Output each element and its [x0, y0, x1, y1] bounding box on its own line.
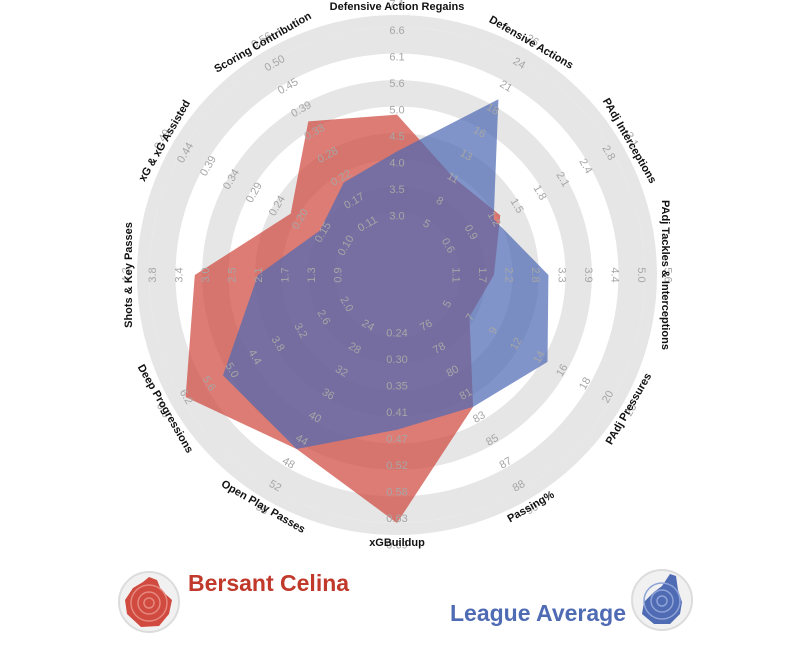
tick-label: 23: [623, 402, 640, 419]
tick-label: 21: [498, 78, 515, 95]
tick-label: 0.41: [386, 407, 407, 419]
tick-label: 18: [577, 375, 594, 392]
radar-outer-ring: [137, 15, 657, 535]
tick-label: 2.2: [503, 267, 515, 282]
tick-label: 3.3: [556, 267, 568, 282]
tick-label: 24: [360, 317, 377, 334]
tick-label: 0.30: [386, 354, 407, 366]
tick-label: 24: [511, 55, 528, 72]
tick-label: 87: [497, 455, 514, 472]
parameter-label: Shots & Key Passes: [123, 222, 135, 328]
tick-label: 36: [320, 386, 337, 403]
radar-series: [185, 99, 549, 523]
tick-label: 85: [484, 432, 501, 449]
tick-label: 4.4: [609, 267, 621, 282]
tick-label: 7.1: [389, 0, 404, 10]
tick-label: 20: [600, 389, 617, 406]
tick-label: 90: [524, 501, 541, 518]
tick-label: 2.1: [253, 267, 265, 282]
tick-label: 81: [458, 386, 475, 403]
average-legend-name: League Average: [450, 600, 626, 626]
average-radar-polygon: [223, 99, 549, 450]
player-legend-name: Bersant Celina: [188, 570, 350, 596]
tick-label: 6.6: [389, 25, 404, 37]
tick-label: 14: [531, 349, 548, 366]
tick-label: 0.9: [332, 267, 344, 282]
tick-label: 83: [471, 409, 488, 426]
tick-label: 4.5: [389, 131, 404, 143]
tick-label: 78: [431, 340, 448, 357]
tick-label: 5.6: [662, 267, 674, 282]
tick-label: 0.52: [386, 460, 407, 472]
tick-label: 0.63: [386, 513, 407, 525]
tick-label: 1.3: [306, 267, 318, 282]
player-legend-icon: [117, 570, 181, 634]
parameter-label: PAdj Tackles & Interceptions: [659, 200, 671, 350]
tick-label: 52: [267, 478, 284, 495]
tick-label: 13: [458, 147, 475, 164]
tick-label: 28: [346, 340, 363, 357]
average-legend-icon: [630, 568, 694, 632]
tick-label: 76: [418, 317, 435, 334]
tick-label: 3.0: [200, 267, 212, 282]
tick-label: 88: [511, 478, 528, 495]
tick-label: 0.58: [386, 486, 407, 498]
tick-label: 8: [434, 195, 445, 208]
tick-label: 3.0: [389, 210, 404, 222]
tick-label: 9: [487, 325, 500, 336]
tick-label: 48: [280, 455, 297, 472]
tick-label: 1.1: [450, 267, 462, 282]
tick-label: 0.47: [386, 433, 407, 445]
tick-label: 3.4: [173, 267, 185, 282]
tick-label: 16: [471, 124, 488, 141]
tick-label: 5: [421, 217, 432, 230]
tick-label: 0.69: [386, 539, 407, 551]
tick-label: 12: [508, 336, 525, 353]
tick-label: 32: [333, 363, 350, 380]
tick-label: 6.1: [389, 51, 404, 63]
tick-label: 80: [444, 363, 461, 380]
tick-label: 0.35: [386, 380, 407, 392]
tick-label: 0.24: [386, 327, 407, 339]
tick-label: 5.6: [389, 78, 404, 90]
tick-label: 3.5: [389, 184, 404, 196]
tick-label: 56: [254, 501, 271, 518]
tick-label: 1.7: [476, 267, 488, 282]
tick-label: 26: [524, 32, 541, 49]
tick-label: 11: [445, 170, 461, 186]
tick-label: 16: [554, 362, 571, 379]
tick-label: 40: [307, 409, 324, 426]
tick-label: 5.0: [389, 104, 404, 116]
tick-label: 18: [484, 101, 501, 118]
tick-label: 7: [464, 312, 477, 323]
tick-label: 5.0: [635, 267, 647, 282]
tick-label: 3.8: [147, 267, 159, 282]
tick-label: 3.9: [582, 267, 594, 282]
parameter-label: Defensive Action Regains: [330, 1, 465, 13]
tick-label: 4.2: [120, 267, 132, 282]
tick-label: 44: [293, 432, 310, 449]
tick-label: 2.5: [226, 267, 238, 282]
tick-label: 4.0: [389, 157, 404, 169]
parameter-label: xGBuildup: [369, 537, 425, 549]
tick-label: 1.7: [279, 267, 291, 282]
tick-label: 2.8: [529, 267, 541, 282]
tick-label: 5: [441, 299, 454, 310]
